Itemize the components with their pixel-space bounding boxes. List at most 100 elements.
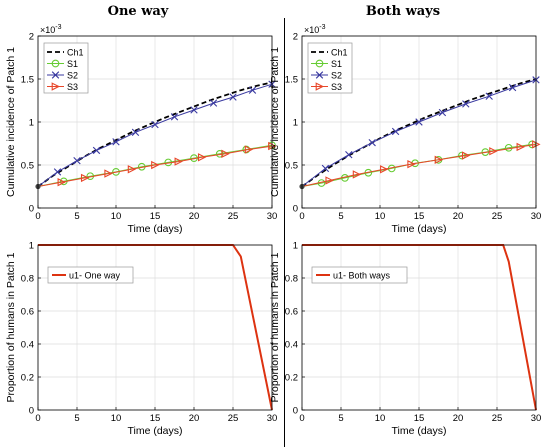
data-point bbox=[345, 150, 353, 159]
x-axis-label: Time (days) bbox=[127, 223, 182, 235]
series-ch1 bbox=[37, 81, 273, 188]
x-tick-label: 30 bbox=[531, 413, 542, 424]
series-line bbox=[301, 78, 537, 188]
column-title-one-way: One way bbox=[107, 4, 169, 19]
x-tick-label: 30 bbox=[531, 211, 542, 222]
legend: u1- One way bbox=[47, 266, 134, 284]
series-s2 bbox=[37, 80, 276, 187]
y-axis-label: Cumulative incidence of Patch 1 bbox=[5, 47, 17, 197]
data-point bbox=[80, 173, 90, 183]
data-point bbox=[461, 151, 471, 160]
data-point bbox=[248, 86, 257, 94]
data-point bbox=[151, 160, 160, 170]
x-tick-label: 0 bbox=[35, 211, 40, 222]
y-tick-label: 0.4 bbox=[21, 340, 34, 351]
y-tick-label: 0 bbox=[293, 204, 298, 215]
data-point bbox=[92, 146, 101, 155]
series-line bbox=[37, 145, 273, 187]
y-exponent-power: -3 bbox=[55, 24, 61, 31]
x-axis-label: Time (days) bbox=[127, 425, 182, 437]
y-tick-label: 0.2 bbox=[285, 373, 298, 384]
legend-label: S1 bbox=[67, 59, 78, 69]
x-tick-label: 15 bbox=[414, 211, 425, 222]
data-point bbox=[352, 170, 362, 179]
x-tick-label: 15 bbox=[150, 413, 161, 424]
data-point bbox=[127, 165, 137, 174]
y-tick-label: 0.8 bbox=[285, 274, 298, 285]
legend-marker bbox=[315, 82, 325, 91]
y-tick-label: 1 bbox=[29, 241, 34, 252]
y-tick-label: 1 bbox=[293, 241, 298, 252]
x-tick-label: 20 bbox=[453, 413, 464, 424]
x-tick-label: 15 bbox=[150, 211, 161, 222]
legend-box bbox=[47, 266, 134, 284]
series-s3 bbox=[301, 140, 541, 187]
data-point bbox=[229, 93, 237, 101]
data-point bbox=[104, 169, 113, 178]
series-s2 bbox=[301, 76, 540, 187]
x-tick-label: 5 bbox=[338, 211, 343, 222]
legend-marker bbox=[51, 59, 60, 68]
data-point bbox=[53, 168, 62, 176]
chart-top-left: 0 5 10 15 20 25 30 0 0.5 1 1.5 2 Time (days) Cumulati… bbox=[5, 24, 277, 235]
data-point bbox=[391, 127, 400, 136]
x-tick-label: 0 bbox=[35, 413, 40, 424]
legend-label: u1- One way bbox=[69, 271, 121, 281]
data-point bbox=[438, 108, 447, 117]
data-point bbox=[197, 153, 207, 162]
data-point bbox=[321, 164, 330, 173]
y-tick-label: 0 bbox=[293, 406, 298, 417]
x-tick-label: 10 bbox=[375, 211, 386, 222]
axes-box bbox=[301, 244, 537, 411]
legend-label: Ch1 bbox=[331, 48, 348, 58]
x-tick-label: 10 bbox=[111, 211, 122, 222]
x-tick-label: 0 bbox=[299, 211, 304, 222]
y-tick-label: 0 bbox=[29, 406, 34, 417]
y-tick-label: 0.5 bbox=[21, 161, 34, 172]
axes-box bbox=[301, 35, 537, 209]
x-tick-label: 30 bbox=[267, 413, 278, 424]
legend-marker bbox=[51, 82, 61, 91]
y-tick-label: 0.4 bbox=[285, 340, 298, 351]
x-tick-label: 25 bbox=[492, 413, 503, 424]
legend-label: S1 bbox=[331, 59, 342, 69]
data-point bbox=[489, 147, 498, 156]
data-point bbox=[112, 138, 120, 146]
legend-box bbox=[311, 266, 408, 284]
x-tick-label: 30 bbox=[267, 211, 278, 222]
chart-top-right: 0 5 10 15 20 25 30 0 0.5 1 1.5 2 Time (days) Cumulati… bbox=[269, 24, 541, 235]
y-axis-label: Proportion of humans in Patch 1 bbox=[269, 252, 281, 402]
x-tick-label: 0 bbox=[299, 413, 304, 424]
legend: u1- Both ways bbox=[311, 266, 408, 284]
x-axis-label: Time (days) bbox=[391, 223, 446, 235]
legend-label: u1- Both ways bbox=[333, 271, 391, 281]
y-tick-label: 0.2 bbox=[21, 373, 34, 384]
legend-marker bbox=[51, 71, 60, 79]
data-point bbox=[508, 83, 517, 92]
y-axis-label: Cumulative incidence of Patch 1 bbox=[269, 47, 281, 197]
data-point bbox=[407, 159, 416, 169]
legend-marker bbox=[315, 59, 324, 68]
y-tick-label: 0.6 bbox=[285, 307, 298, 318]
y-tick-label: 2 bbox=[293, 32, 298, 43]
x-tick-label: 25 bbox=[228, 211, 239, 222]
series-line bbox=[301, 143, 537, 187]
data-point bbox=[209, 99, 218, 107]
y-tick-label: 1 bbox=[293, 118, 298, 129]
data-point bbox=[170, 113, 179, 121]
x-tick-label: 5 bbox=[74, 211, 79, 222]
legend-label: S2 bbox=[67, 71, 78, 81]
chart-bottom-right: 0 5 10 15 20 25 30 0 0.2 0.4 0.6 0.8 1 Time (days) Pro… bbox=[269, 241, 541, 438]
data-point bbox=[516, 142, 525, 152]
chart-bottom-left: 0 5 10 15 20 25 30 0 0.2 0.4 0.6 0.8 1 Time (days) Pro… bbox=[5, 241, 277, 438]
legend-label: S2 bbox=[331, 71, 342, 81]
column-title-both-ways: Both ways bbox=[365, 4, 441, 19]
y-tick-label: 2 bbox=[29, 32, 34, 43]
legend-label: S3 bbox=[331, 82, 342, 92]
y-axis-label: Proportion of humans in Patch 1 bbox=[5, 252, 17, 402]
data-point bbox=[190, 106, 198, 114]
x-tick-label: 25 bbox=[228, 413, 239, 424]
